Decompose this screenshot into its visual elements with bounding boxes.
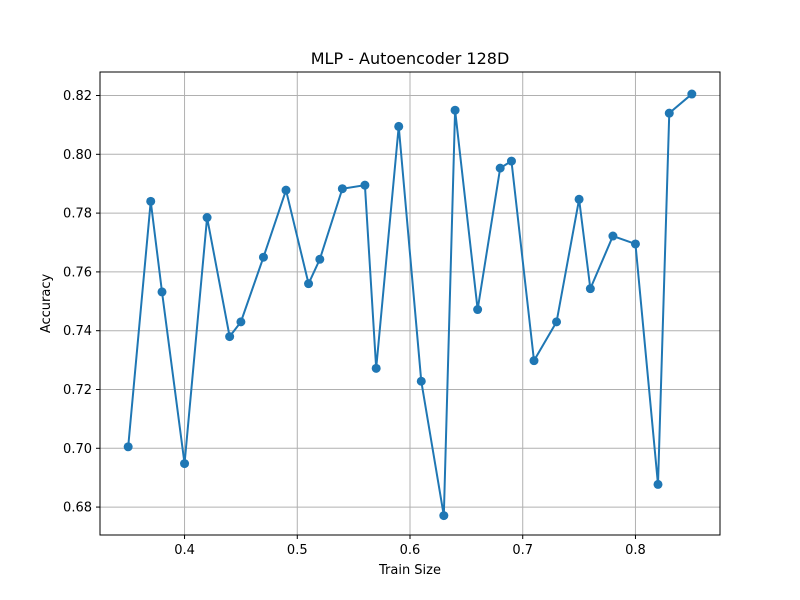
y-tick-label: 0.82 xyxy=(63,89,92,104)
data-point xyxy=(202,213,212,223)
y-tick-label: 0.74 xyxy=(63,324,92,339)
data-point xyxy=(439,511,449,521)
data-point xyxy=(529,356,539,366)
x-tick-label: 0.7 xyxy=(512,543,533,558)
data-point xyxy=(315,254,325,264)
data-point xyxy=(371,363,381,373)
data-point xyxy=(630,239,640,249)
y-tick-label: 0.80 xyxy=(63,148,92,163)
y-tick-label: 0.76 xyxy=(63,265,92,280)
data-point xyxy=(506,156,516,166)
data-point xyxy=(653,479,663,489)
data-point xyxy=(664,108,674,118)
data-point xyxy=(574,194,584,204)
data-point xyxy=(281,185,291,195)
data-point xyxy=(225,332,235,342)
data-point xyxy=(360,180,370,190)
y-axis: 0.68 0.70 0.72 0.74 0.76 0.78 0.80 0.82 xyxy=(63,89,100,516)
data-point xyxy=(552,317,562,327)
data-point xyxy=(608,231,618,241)
x-tick-label: 0.8 xyxy=(625,543,646,558)
x-tick-label: 0.5 xyxy=(287,543,308,558)
data-point xyxy=(157,287,167,297)
x-axis-label: Train Size xyxy=(378,563,441,578)
grid-layer xyxy=(100,72,720,535)
x-tick-label: 0.4 xyxy=(174,543,195,558)
y-axis-label: Accuracy xyxy=(39,274,54,334)
data-point xyxy=(337,184,347,194)
y-tick-label: 0.68 xyxy=(63,501,92,516)
data-point xyxy=(495,163,505,173)
chart-title: MLP - Autoencoder 128D xyxy=(311,49,510,68)
data-point xyxy=(146,196,156,206)
data-point xyxy=(304,279,314,289)
x-axis: 0.4 0.5 0.6 0.7 0.8 xyxy=(174,535,646,558)
data-point xyxy=(450,105,460,115)
series-line xyxy=(127,93,693,516)
data-point xyxy=(180,459,190,469)
data-point xyxy=(123,442,133,452)
series-layer xyxy=(123,89,697,521)
data-point xyxy=(236,317,246,327)
data-point xyxy=(585,284,595,294)
y-tick-label: 0.70 xyxy=(63,442,92,457)
data-point xyxy=(394,121,404,131)
y-tick-label: 0.72 xyxy=(63,383,92,398)
y-tick-label: 0.78 xyxy=(63,207,92,222)
data-point xyxy=(473,305,483,315)
data-point xyxy=(416,376,426,386)
data-point xyxy=(258,252,268,262)
data-point xyxy=(687,89,697,99)
x-tick-label: 0.6 xyxy=(400,543,421,558)
